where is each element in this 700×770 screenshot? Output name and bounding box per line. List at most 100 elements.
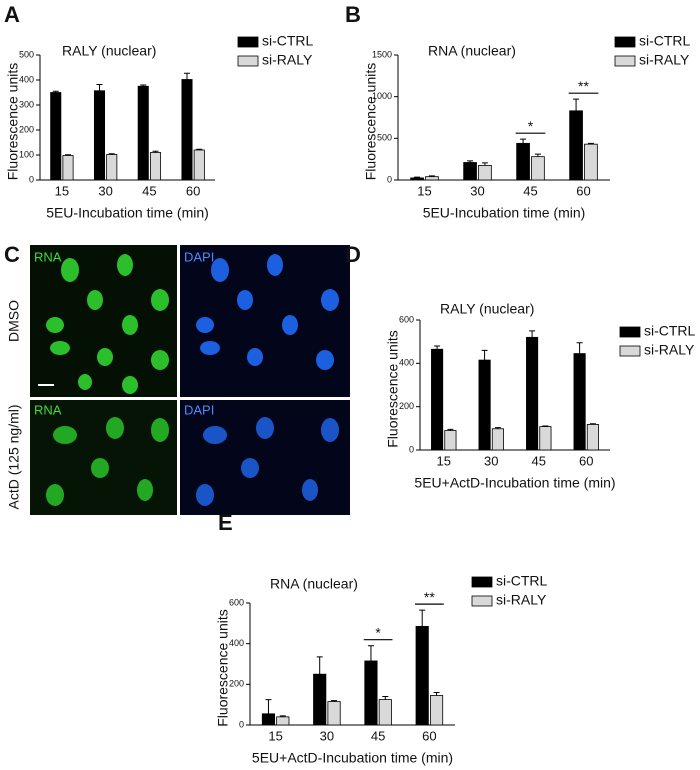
error-bar — [481, 162, 488, 166]
error-bar — [576, 342, 583, 354]
y-tick-label: 400 — [399, 358, 414, 368]
error-bar — [108, 153, 115, 155]
panel-letter: A — [4, 2, 20, 27]
bar — [106, 154, 118, 181]
legend-label: si-CTRL — [262, 33, 314, 49]
x-tick-label: 30 — [470, 183, 484, 198]
error-bar — [265, 699, 272, 714]
significance-label: * — [375, 624, 381, 640]
row-label: DMSO — [6, 300, 22, 342]
x-tick-label: 30 — [484, 453, 498, 468]
bar — [313, 673, 327, 726]
bar — [62, 155, 74, 181]
bar — [415, 625, 429, 726]
legend-swatch — [237, 36, 259, 48]
nuclei — [46, 254, 169, 394]
x-tick-label: 60 — [422, 728, 436, 743]
bar — [50, 92, 62, 181]
x-tick-label: 15 — [268, 728, 282, 743]
column-label: DAPI — [184, 249, 214, 264]
error-bar — [542, 425, 549, 427]
error-bar — [433, 691, 440, 696]
legend-label: si-CTRL — [639, 33, 691, 49]
error-bar — [96, 84, 103, 91]
y-axis-label: Fluorescence units — [5, 63, 21, 181]
x-axis-label: 5EU+ActD-Incubation time (min) — [252, 750, 453, 766]
panel-letter: C — [4, 242, 20, 267]
y-tick-label: 300 — [19, 99, 34, 109]
legend-swatch — [471, 576, 493, 588]
legend-swatch — [619, 326, 641, 338]
bar — [569, 110, 583, 181]
y-axis-label: Fluorescence units — [363, 63, 379, 181]
bar — [327, 701, 341, 726]
x-tick-label: 15 — [437, 453, 451, 468]
y-tick-label: 600 — [229, 597, 244, 607]
x-axis-label: 5EU-Incubation time (min) — [423, 205, 586, 221]
chart-title: RALY (nuclear) — [62, 43, 156, 59]
bar — [478, 165, 492, 181]
y-tick-label: 200 — [229, 679, 244, 689]
bar — [429, 695, 444, 726]
bar — [491, 428, 504, 451]
y-tick-label: 100 — [19, 149, 34, 159]
panel-letter: B — [345, 2, 361, 27]
x-tick-label: 60 — [186, 183, 200, 198]
x-tick-label: 45 — [142, 183, 156, 198]
legend-swatch — [237, 55, 259, 67]
bar — [410, 177, 424, 181]
y-tick-label: 400 — [229, 638, 244, 648]
bar — [516, 142, 530, 181]
error-bar — [316, 656, 323, 675]
chart-title: RALY (nuclear) — [440, 301, 534, 317]
bar — [463, 162, 477, 181]
bar — [261, 713, 276, 726]
image-panel: C RNA DAPI RNA DAPI DMSO ActD (125 — [4, 242, 350, 515]
chart: D RALY (nuclear) 0 200 400 600 Fluorescence un… — [345, 242, 696, 491]
error-bar — [520, 138, 527, 144]
x-axis-label: 5EU+ActD-Incubation time (min) — [414, 475, 615, 491]
significance-label: ** — [424, 589, 435, 605]
legend-label: si-RALY — [639, 52, 690, 68]
error-bar — [529, 330, 536, 338]
bar — [137, 85, 149, 181]
x-tick-label: 45 — [532, 453, 546, 468]
nuclei — [196, 417, 339, 506]
error-bar — [481, 349, 488, 361]
bar — [539, 426, 552, 451]
bar — [478, 359, 491, 451]
bar — [181, 79, 193, 181]
bar — [193, 149, 205, 181]
error-bar — [331, 700, 338, 702]
chart: E RNA (nuclear) 0 200 400 600 Fluorescence uni… — [215, 510, 548, 766]
y-tick-label: 400 — [19, 74, 34, 84]
error-bar — [367, 645, 374, 661]
legend-swatch — [619, 345, 641, 357]
x-axis-label: 5EU-Incubation time (min) — [46, 205, 209, 221]
y-tick-label: 500 — [377, 133, 392, 143]
error-bar — [428, 175, 435, 177]
panel-letter: D — [345, 242, 361, 267]
bar — [586, 424, 599, 451]
y-tick-label: 0 — [29, 174, 34, 184]
bar — [378, 699, 392, 726]
error-bar — [414, 176, 421, 178]
panel-letter: E — [218, 510, 233, 535]
x-tick-label: 45 — [523, 183, 537, 198]
error-bar — [467, 160, 474, 163]
error-bar — [447, 428, 454, 431]
error-bar — [419, 609, 426, 627]
error-bar — [382, 696, 389, 700]
bar — [431, 348, 444, 451]
bar — [526, 336, 539, 451]
chart: B RNA (nuclear) 0 500 1000 1500 Fluorescence u… — [345, 2, 691, 221]
column-label: DAPI — [184, 402, 214, 417]
error-bar — [279, 715, 286, 717]
significance-label: * — [528, 118, 534, 134]
bar — [573, 353, 586, 451]
bar — [531, 156, 545, 181]
chart: A RALY (nuclear) 0 100 200 300 400 500 Fluoresce… — [4, 2, 314, 221]
y-tick-label: 0 — [409, 444, 414, 454]
bar — [276, 716, 290, 726]
